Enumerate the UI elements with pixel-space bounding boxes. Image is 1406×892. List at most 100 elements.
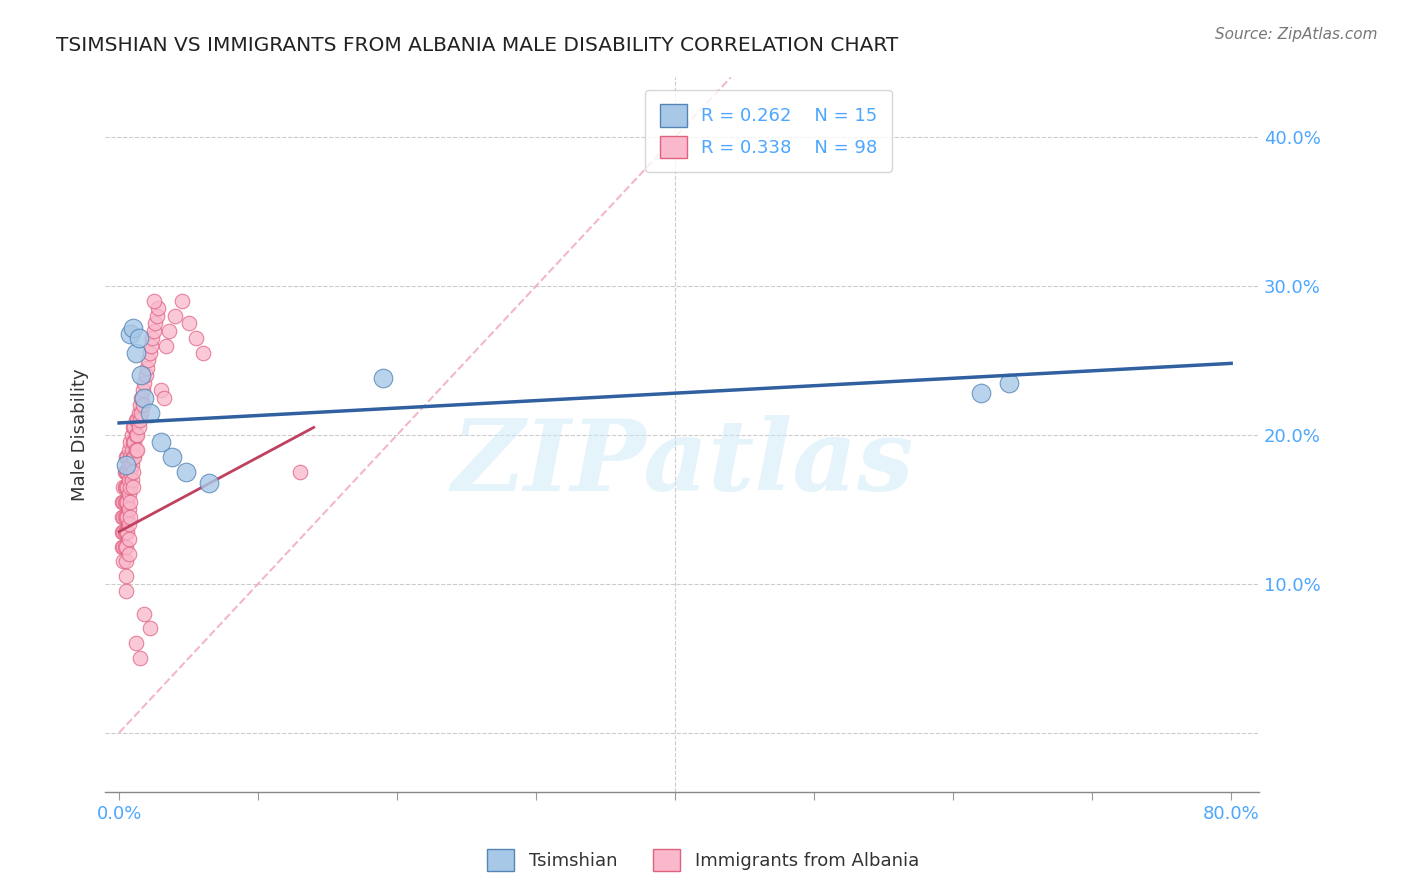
Point — [118, 458, 141, 472]
Point — [138, 405, 160, 419]
Point — [115, 495, 138, 509]
Point — [121, 473, 143, 487]
Point — [170, 293, 193, 308]
Point — [117, 524, 139, 539]
Point — [115, 450, 138, 465]
Point — [135, 360, 157, 375]
Point — [122, 450, 145, 465]
Point — [125, 636, 148, 650]
Text: TSIMSHIAN VS IMMIGRANTS FROM ALBANIA MALE DISABILITY CORRELATION CHART: TSIMSHIAN VS IMMIGRANTS FROM ALBANIA MAL… — [56, 36, 898, 54]
Point — [111, 524, 134, 539]
Point — [198, 475, 221, 490]
Point — [163, 309, 186, 323]
Point — [117, 450, 139, 465]
Point — [118, 532, 141, 546]
Point — [115, 509, 138, 524]
Point — [127, 442, 149, 457]
Point — [128, 331, 150, 345]
Point — [174, 465, 197, 479]
Point — [125, 346, 148, 360]
Point — [118, 517, 141, 532]
Point — [149, 383, 172, 397]
Point — [114, 540, 136, 554]
Text: ZIPatlas: ZIPatlas — [451, 415, 914, 512]
Point — [120, 495, 142, 509]
Point — [127, 428, 149, 442]
Point — [112, 509, 135, 524]
Point — [124, 435, 146, 450]
Point — [128, 405, 150, 419]
Point — [122, 435, 145, 450]
Point — [114, 465, 136, 479]
Point — [114, 524, 136, 539]
Point — [112, 524, 135, 539]
Point — [136, 353, 159, 368]
Point — [135, 368, 157, 383]
Point — [122, 465, 145, 479]
Point — [118, 502, 141, 516]
Point — [122, 320, 145, 334]
Point — [118, 442, 141, 457]
Point — [134, 607, 156, 621]
Point — [115, 524, 138, 539]
Point — [132, 383, 155, 397]
Point — [157, 324, 180, 338]
Point — [131, 405, 153, 419]
Point — [114, 495, 136, 509]
Point — [288, 465, 311, 479]
Point — [155, 338, 177, 352]
Point — [120, 465, 142, 479]
Point — [129, 651, 152, 665]
Point — [117, 480, 139, 494]
Point — [111, 509, 134, 524]
Point — [125, 442, 148, 457]
Point — [129, 413, 152, 427]
Point — [125, 413, 148, 427]
Point — [118, 473, 141, 487]
Point — [115, 465, 138, 479]
Point — [177, 316, 200, 330]
Point — [115, 480, 138, 494]
Point — [118, 487, 141, 501]
Point — [117, 509, 139, 524]
Point — [142, 324, 165, 338]
Text: Source: ZipAtlas.com: Source: ZipAtlas.com — [1215, 27, 1378, 42]
Point — [129, 398, 152, 412]
Point — [127, 413, 149, 427]
Point — [160, 450, 183, 465]
Point — [132, 398, 155, 412]
Point — [143, 316, 166, 330]
Point — [115, 584, 138, 599]
Y-axis label: Male Disability: Male Disability — [72, 368, 89, 501]
Point — [124, 420, 146, 434]
Point — [131, 368, 153, 383]
Point — [134, 391, 156, 405]
Point — [141, 331, 163, 345]
Point — [142, 293, 165, 308]
Point — [124, 450, 146, 465]
Legend: Tsimshian, Immigrants from Albania: Tsimshian, Immigrants from Albania — [479, 842, 927, 879]
Point — [131, 391, 153, 405]
Point — [114, 509, 136, 524]
Point — [997, 376, 1019, 390]
Point — [114, 480, 136, 494]
Point — [121, 458, 143, 472]
Point — [122, 420, 145, 434]
Point — [125, 428, 148, 442]
Point — [128, 420, 150, 434]
Point — [139, 338, 162, 352]
Point — [145, 309, 167, 323]
Point — [120, 509, 142, 524]
Point — [111, 540, 134, 554]
Point — [146, 301, 169, 316]
Point — [118, 547, 141, 561]
Point — [120, 450, 142, 465]
Point — [138, 622, 160, 636]
Point — [115, 458, 138, 472]
Point — [112, 480, 135, 494]
Point — [117, 495, 139, 509]
Point — [112, 554, 135, 568]
Point — [138, 346, 160, 360]
Point — [149, 435, 172, 450]
Point — [121, 442, 143, 457]
